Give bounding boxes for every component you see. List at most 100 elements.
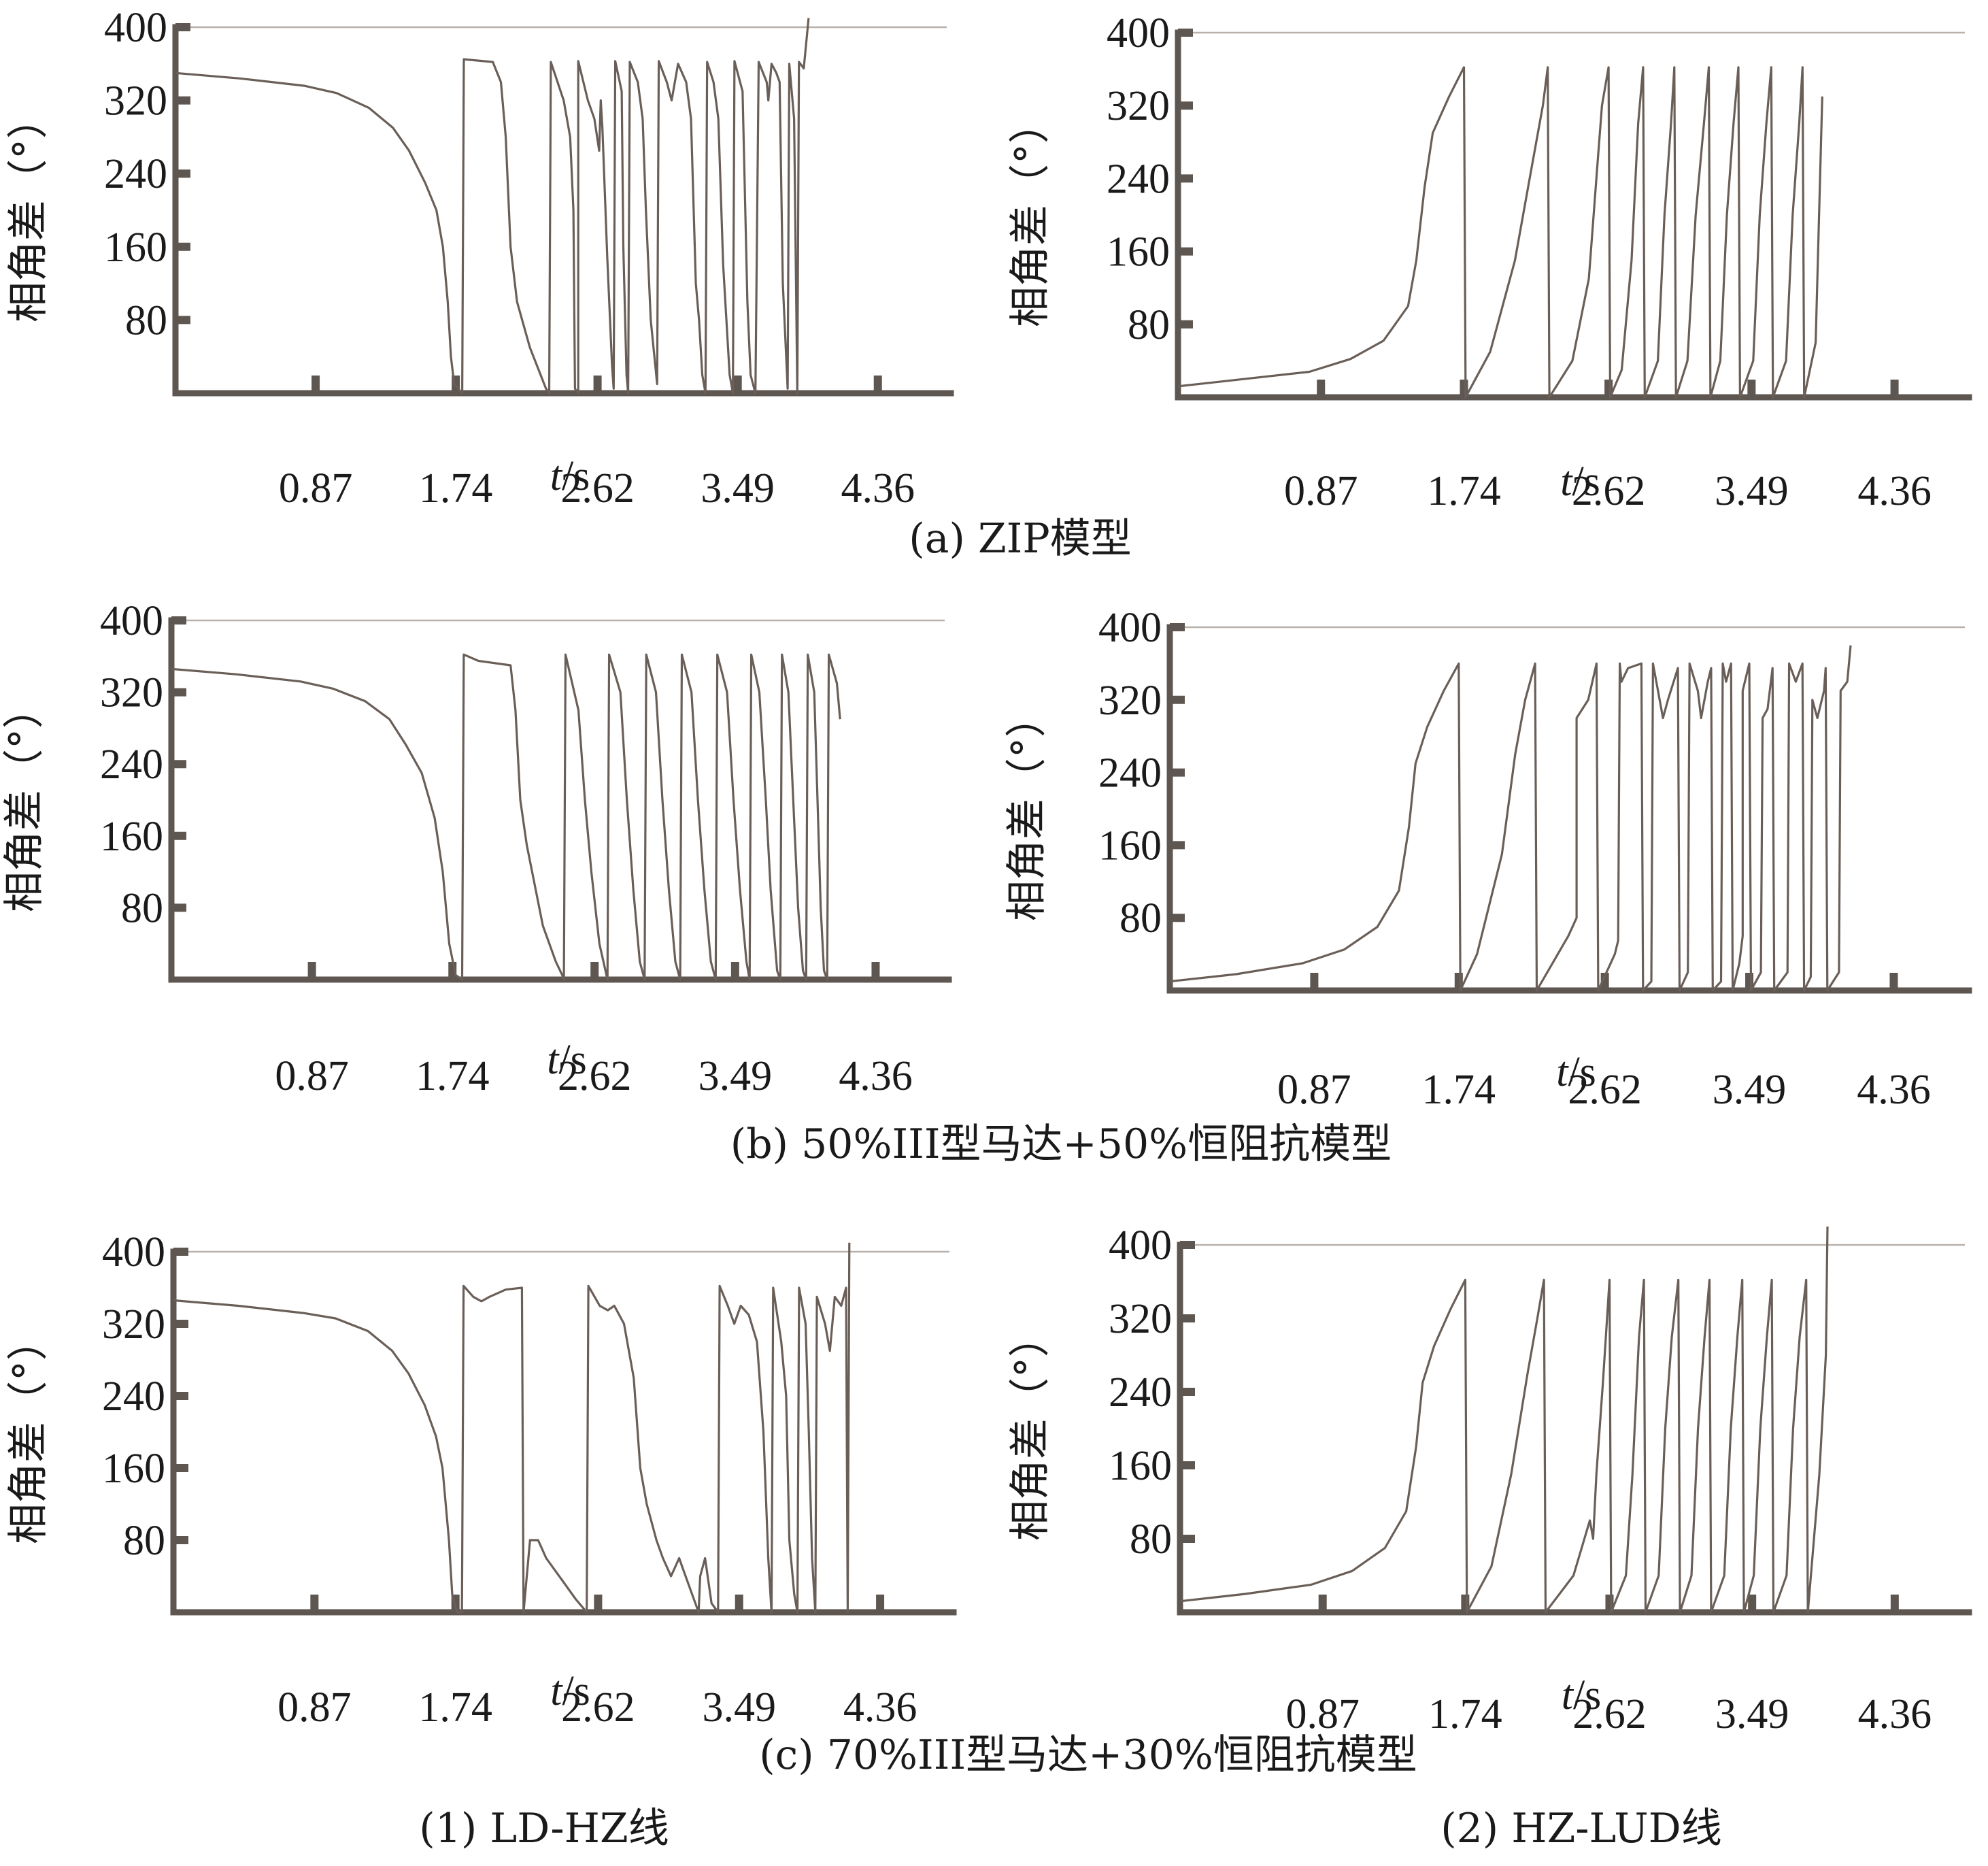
y-tick-label: 80 <box>121 885 163 931</box>
x-axis-title: t/s <box>1562 1672 1602 1718</box>
series-line <box>1169 645 1852 992</box>
y-axis-title: 相角差（°） <box>1007 103 1054 327</box>
y-tick-label: 80 <box>1119 895 1162 942</box>
y-tick-label: 400 <box>102 1229 165 1276</box>
x-tick-label: 4.36 <box>1857 468 1932 514</box>
y-tick-label: 400 <box>1098 605 1162 651</box>
x-tick-label: 3.49 <box>1715 1691 1789 1737</box>
x-tick-label: 1.74 <box>1427 468 1501 514</box>
x-axis-title-symbol: t <box>547 1037 560 1083</box>
y-axis-title: 相角差（°） <box>1003 697 1051 921</box>
x-axis-title-unit: /s <box>1568 1049 1596 1095</box>
x-tick-label: 2.62 <box>1572 1691 1647 1737</box>
x-tick-label: 0.87 <box>277 1684 352 1731</box>
x-axis-title: t/s <box>1560 459 1600 505</box>
y-tick-label: 160 <box>1107 229 1170 276</box>
x-tick-label: 3.49 <box>702 1684 776 1731</box>
x-axis-title-symbol: t <box>1562 1672 1574 1718</box>
series-line <box>173 1242 851 1614</box>
x-axis-title-unit: /s <box>558 1037 586 1083</box>
x-axis-title-symbol: t <box>550 1668 563 1714</box>
x-tick-label: 1.74 <box>1422 1067 1496 1113</box>
x-tick-label: 3.49 <box>1715 468 1789 514</box>
series-line <box>1177 66 1823 399</box>
chart-panel-a2: 400 320 240 160 80 0.87 1.74 2.62 3.49 4.36 t/s 相角差… <box>1007 10 1972 514</box>
x-tick-label: 0.87 <box>1285 1691 1360 1737</box>
x-tick-label: 4.36 <box>843 1684 917 1731</box>
y-tick-label: 80 <box>125 297 167 344</box>
x-axis-title-symbol: t <box>550 453 563 499</box>
x-tick-label: 1.74 <box>1428 1691 1502 1737</box>
x-tick-label: 2.62 <box>1568 1067 1642 1113</box>
x-axis-title: t/s <box>547 1037 587 1083</box>
y-tick-label: 320 <box>1098 678 1162 724</box>
y-tick-label: 240 <box>1107 156 1170 202</box>
x-tick-label: 1.74 <box>418 1684 492 1731</box>
x-tick-label: 2.62 <box>560 465 635 512</box>
chart-panel-b2: 400 320 240 160 80 0.87 1.74 2.62 3.49 4.36 t/s 相角差… <box>1003 605 1972 1113</box>
x-tick-label: 2.62 <box>1572 468 1646 514</box>
x-axis-title: t/s <box>1556 1049 1596 1095</box>
y-axis-title: 相角差（°） <box>5 1320 52 1544</box>
caption-b: (b) 50%III型马达+50%恒阻抗模型 <box>730 1120 1392 1168</box>
y-axis-title: 相角差（°） <box>5 98 52 322</box>
x-tick-label: 0.87 <box>275 1053 349 1099</box>
chart-panel-c1: 400 320 240 160 80 0.87 1.74 2.62 3.49 4.36 t/s 相角差… <box>5 1229 957 1731</box>
x-axis-title-symbol: t <box>1560 459 1573 505</box>
x-tick-label: 2.62 <box>558 1053 632 1099</box>
x-tick-label: 1.74 <box>416 1053 490 1099</box>
x-tick-label: 0.87 <box>1284 468 1358 514</box>
series-line <box>175 18 810 395</box>
x-tick-label: 0.87 <box>279 465 353 512</box>
y-tick-label: 80 <box>1128 302 1170 348</box>
y-tick-label: 320 <box>104 78 167 124</box>
y-tick-label: 320 <box>100 670 163 716</box>
x-axis-title-unit: /s <box>562 1668 590 1714</box>
caption-a: (a) ZIP模型 <box>909 515 1131 563</box>
y-tick-label: 160 <box>102 1446 165 1492</box>
caption-column-2: (2) HZ-LUD线 <box>1441 1805 1722 1852</box>
x-axis-title-symbol: t <box>1556 1049 1569 1095</box>
x-tick-label: 4.36 <box>1858 1691 1932 1737</box>
y-tick-label: 400 <box>104 5 167 51</box>
y-tick-label: 160 <box>100 814 163 860</box>
x-axis-title: t/s <box>550 453 590 499</box>
series-line <box>1179 1226 1829 1614</box>
x-tick-label: 0.87 <box>1277 1067 1351 1113</box>
y-axis-title: 相角差（°） <box>1 688 48 912</box>
y-tick-label: 400 <box>100 598 163 644</box>
chart-panel-c2: 400 320 240 160 80 0.87 1.74 2.62 3.49 4.36 t/s 相角差… <box>1007 1222 1972 1737</box>
y-tick-label: 240 <box>1109 1369 1172 1416</box>
y-tick-label: 160 <box>104 224 167 271</box>
series-line <box>171 653 841 981</box>
x-tick-label: 3.49 <box>701 465 775 512</box>
x-tick-label: 4.36 <box>1857 1067 1931 1113</box>
x-axis-title-unit: /s <box>1573 1672 1601 1718</box>
y-tick-label: 160 <box>1098 822 1162 869</box>
chart-panel-b1: 400 320 240 160 80 0.87 1.74 2.62 3.49 4.36 t/s 相角差… <box>1 598 952 1099</box>
y-tick-label: 320 <box>102 1301 165 1348</box>
caption-column-1: (1) LD-HZ线 <box>419 1805 669 1852</box>
y-tick-label: 240 <box>100 742 163 788</box>
y-tick-label: 320 <box>1107 83 1170 129</box>
y-tick-label: 160 <box>1109 1443 1172 1489</box>
y-tick-label: 240 <box>104 151 167 197</box>
x-axis-title-unit: /s <box>1572 459 1600 505</box>
x-tick-label: 3.49 <box>1713 1067 1787 1113</box>
y-tick-label: 80 <box>1130 1516 1172 1563</box>
x-tick-label: 1.74 <box>419 465 493 512</box>
y-tick-label: 320 <box>1109 1296 1172 1342</box>
y-tick-label: 400 <box>1109 1222 1172 1269</box>
y-tick-label: 240 <box>1098 750 1162 797</box>
caption-c: (c) 70%III型马达+30%恒阻抗模型 <box>759 1731 1417 1779</box>
x-tick-label: 3.49 <box>698 1053 773 1099</box>
x-tick-label: 4.36 <box>839 1053 913 1099</box>
y-tick-label: 240 <box>102 1373 165 1420</box>
y-axis-title: 相角差（°） <box>1007 1316 1054 1541</box>
x-tick-label: 4.36 <box>841 465 915 512</box>
chart-panel-a1: 400 320 240 160 80 0.87 1.74 2.62 3.49 4.36 t/s 相角差… <box>5 5 954 512</box>
x-tick-label: 2.62 <box>561 1684 635 1731</box>
y-tick-label: 400 <box>1107 10 1170 56</box>
y-tick-label: 80 <box>123 1518 165 1564</box>
